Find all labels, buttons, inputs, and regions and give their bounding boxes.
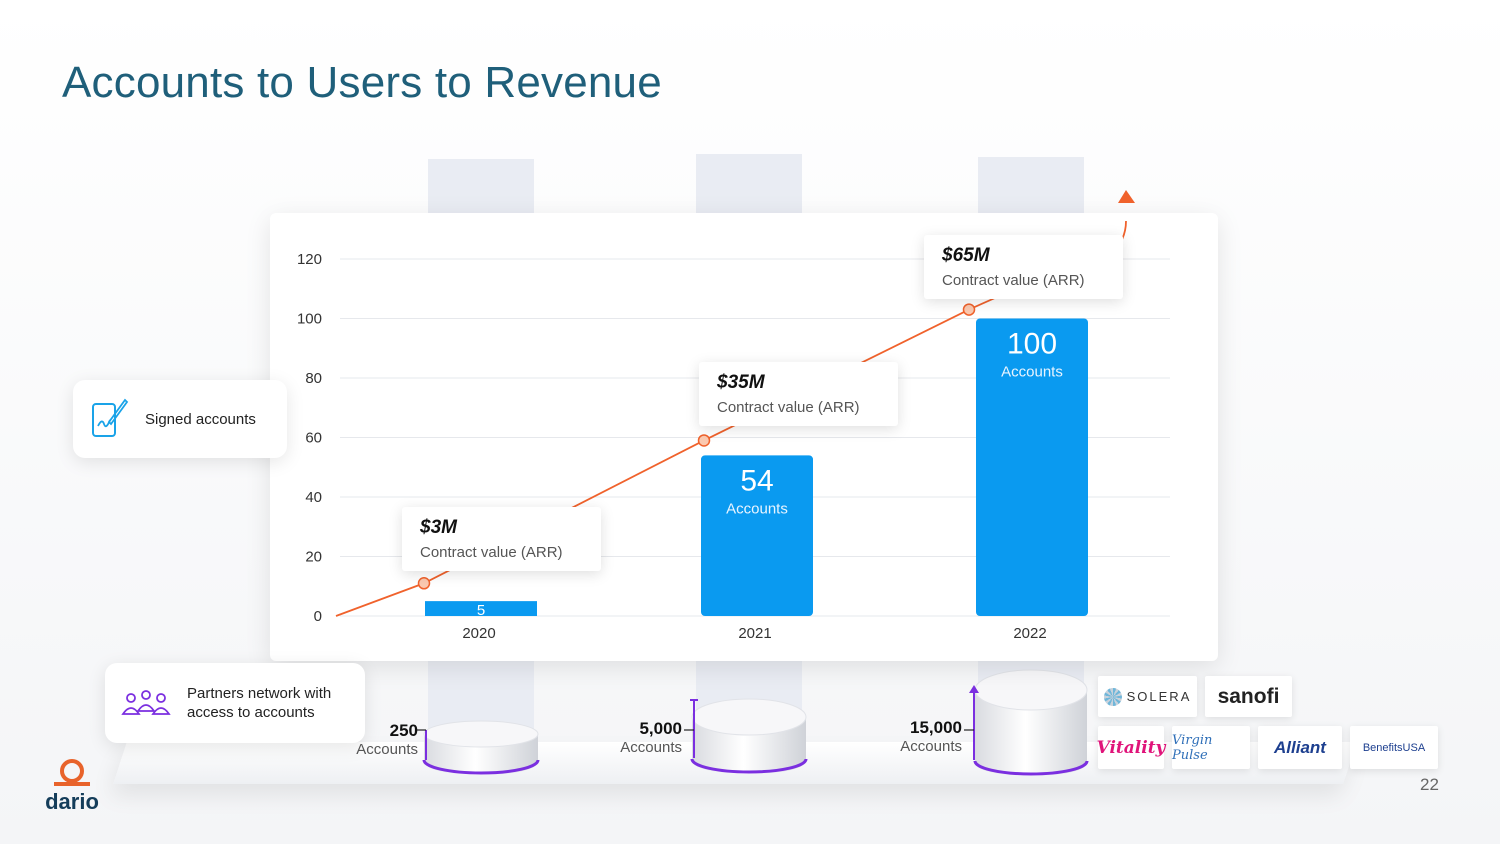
callout-label: Contract value (ARR) bbox=[942, 272, 1085, 289]
callout-value: $3M bbox=[420, 517, 457, 538]
logo-text: SOLERA bbox=[1126, 689, 1192, 704]
arrow-head-icon bbox=[1118, 190, 1135, 203]
arr-point bbox=[417, 577, 431, 590]
arr-point bbox=[697, 434, 711, 447]
callout-label: Contract value (ARR) bbox=[420, 544, 563, 561]
logo-vitality: Vitality bbox=[1096, 726, 1166, 769]
x-tick-label: 2021 bbox=[738, 625, 771, 642]
solera-mark-icon bbox=[1103, 687, 1122, 706]
cylinder-2020 bbox=[416, 720, 540, 775]
logo-solera: SOLERA bbox=[1098, 676, 1197, 717]
y-tick-label: 20 bbox=[305, 549, 322, 566]
account-count-2020: 250 Accounts bbox=[330, 721, 418, 758]
page-number: 22 bbox=[1420, 775, 1439, 794]
y-tick-label: 120 bbox=[297, 251, 322, 268]
dario-logo: dario bbox=[40, 758, 104, 815]
legend-partners-network: Partners network with access to accounts bbox=[105, 663, 365, 743]
cylinder-2021 bbox=[684, 698, 808, 774]
y-tick-label: 0 bbox=[314, 608, 322, 625]
people-group-icon bbox=[121, 688, 171, 718]
y-tick-label: 100 bbox=[297, 311, 322, 328]
logo-sanofi: sanofi bbox=[1205, 676, 1292, 717]
logo-text: BenefitsUSA bbox=[1362, 741, 1426, 754]
legend-signed-label: Signed accounts bbox=[145, 410, 256, 428]
cylinder-2022 bbox=[964, 669, 1089, 776]
logo-text: Virgin Pulse bbox=[1172, 732, 1213, 763]
account-count-2021: 5,000 Accounts bbox=[594, 719, 682, 756]
bar-text-label: Accounts bbox=[726, 500, 788, 517]
logo-text: sanofi bbox=[1217, 684, 1280, 708]
account-count-number: 15,000 bbox=[910, 718, 962, 737]
arr-point bbox=[962, 303, 976, 316]
bar-chart: 0 20 40 60 80 100 120 5 2020 54 Accounts 2021 100 Acc… bbox=[297, 220, 1170, 642]
callout-2020: $3M Contract value (ARR) bbox=[402, 507, 601, 571]
account-count-2022: 15,000 Accounts bbox=[874, 718, 962, 755]
legend-signed-accounts: Signed accounts bbox=[73, 380, 287, 458]
bar bbox=[701, 455, 813, 616]
y-tick-label: 60 bbox=[305, 430, 322, 447]
dario-mark-icon bbox=[54, 759, 90, 786]
account-count-label: Accounts bbox=[620, 739, 682, 756]
callout-2021: $35M Contract value (ARR) bbox=[699, 362, 898, 426]
account-count-number: 250 bbox=[389, 721, 418, 740]
y-tick-label: 40 bbox=[305, 489, 322, 506]
bar-value-label: 5 bbox=[477, 602, 485, 619]
logo-text: Vitality bbox=[1096, 737, 1166, 758]
logo-benefitsusa: BenefitsUSA bbox=[1350, 726, 1438, 769]
account-count-label: Accounts bbox=[900, 738, 962, 755]
y-tick-label: 80 bbox=[305, 370, 322, 387]
brand-name: dario bbox=[45, 789, 99, 814]
legend-partners-label: Partners network with access to accounts bbox=[187, 685, 332, 721]
logo-text: Alliant bbox=[1274, 737, 1326, 757]
callout-2022: $65M Contract value (ARR) bbox=[924, 235, 1123, 299]
logo-virgin-pulse: Virgin Pulse bbox=[1172, 726, 1250, 769]
bar-value-label: 100 bbox=[1007, 328, 1057, 361]
bar bbox=[425, 601, 537, 616]
bar-value-label: 54 bbox=[740, 464, 773, 497]
bar-text-label: Accounts bbox=[1001, 364, 1063, 381]
account-count-number: 5,000 bbox=[639, 719, 682, 738]
account-count-label: Accounts bbox=[356, 741, 418, 758]
page-title: Accounts to Users to Revenue bbox=[62, 58, 662, 107]
signed-document-icon bbox=[89, 396, 129, 442]
callout-value: $35M bbox=[717, 372, 765, 393]
logo-alliant: Alliant bbox=[1258, 726, 1342, 769]
x-tick-label: 2022 bbox=[1013, 625, 1046, 642]
callout-value: $65M bbox=[942, 245, 990, 266]
bar bbox=[976, 318, 1088, 616]
callout-label: Contract value (ARR) bbox=[717, 399, 860, 416]
x-tick-label: 2020 bbox=[462, 625, 495, 642]
